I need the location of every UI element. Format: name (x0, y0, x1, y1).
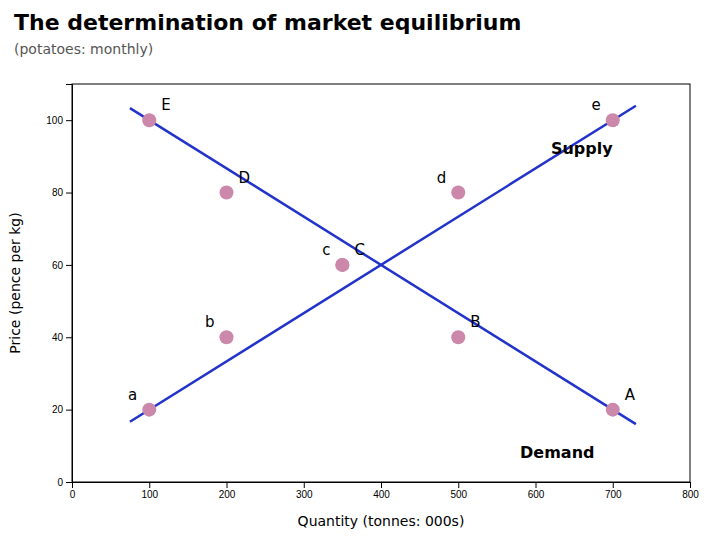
tick-label: 0 (70, 489, 76, 500)
point-label: e (592, 96, 601, 114)
tick: 20 (52, 404, 72, 415)
tick-mark (66, 410, 72, 411)
y-axis-title: Price (pence per kg) (7, 212, 23, 353)
tick-label: 200 (219, 489, 236, 500)
point-label: b (205, 313, 215, 331)
tick: 0 (57, 477, 72, 488)
point (451, 186, 465, 200)
tick: 100 (141, 482, 158, 500)
point-label: c (322, 241, 330, 259)
tick: 80 (52, 187, 72, 198)
tick-label: 400 (373, 489, 390, 500)
tick-mark (381, 482, 382, 488)
tick: 500 (450, 482, 467, 500)
tick-mark (66, 265, 72, 266)
x-axis: 0 100 200 300 400 500 600 700 800 (70, 482, 700, 500)
tick-label: 300 (296, 489, 313, 500)
tick: 40 (52, 332, 72, 343)
x-axis-title: Quantity (tonnes: 000s) (298, 513, 465, 529)
chart: The determination of market equilibrium (… (0, 0, 720, 540)
tick-label: 100 (141, 489, 158, 500)
tick-label: 700 (605, 489, 622, 500)
point (335, 258, 349, 272)
tick-label: 80 (52, 187, 64, 198)
tick-mark (149, 482, 150, 488)
point (220, 330, 234, 344)
point-label: E (161, 96, 170, 114)
tick: 100 (46, 115, 72, 126)
point-label: D (239, 169, 251, 187)
line (130, 106, 636, 422)
point-label: B (470, 313, 480, 331)
plot-frame (72, 84, 690, 482)
title: The determination of market equilibrium (14, 10, 521, 35)
tick-label: 800 (682, 489, 699, 500)
tick-mark (66, 337, 72, 338)
tick-mark (458, 482, 459, 488)
tick-mark (66, 482, 72, 483)
tick-mark (304, 482, 305, 488)
tick-label: 100 (46, 115, 63, 126)
tick: 800 (682, 482, 699, 500)
plot: 0 100 200 300 400 500 600 700 800 0 20 40 60 80 100 a b c… (46, 84, 699, 500)
tick: 0 (70, 482, 76, 500)
tick-mark (66, 193, 72, 194)
point (335, 258, 349, 272)
point (142, 403, 156, 417)
tick: 60 (52, 260, 72, 271)
tick-label: 0 (57, 477, 63, 488)
tick-mark (690, 482, 691, 488)
tick-label: 40 (52, 332, 64, 343)
tick: 600 (528, 482, 545, 500)
line (130, 108, 636, 424)
tick-label: 20 (52, 404, 64, 415)
annotation: Demand (520, 443, 594, 462)
point-label: A (625, 386, 636, 404)
tick-mark (227, 482, 228, 488)
tick: 300 (296, 482, 313, 500)
annotation: Supply (551, 139, 613, 158)
point (220, 186, 234, 200)
tick-mark (613, 482, 614, 488)
tick: 700 (605, 482, 622, 500)
point (606, 403, 620, 417)
tick: 200 (219, 482, 236, 500)
marks (130, 106, 636, 424)
subtitle: (potatoes: monthly) (14, 41, 153, 57)
axis-line (73, 483, 691, 489)
point-label: d (437, 169, 447, 187)
tick-label: 60 (52, 260, 64, 271)
y-axis: 0 20 40 60 80 100 (46, 85, 72, 488)
tick-mark (536, 482, 537, 488)
point-label: a (128, 386, 137, 404)
point-label: C (354, 241, 364, 259)
tick-label: 500 (450, 489, 467, 500)
tick-label: 600 (528, 489, 545, 500)
labels: a b c d e E D C B A Supply Demand (128, 96, 636, 461)
point (451, 330, 465, 344)
tick: 400 (373, 482, 390, 500)
point (606, 113, 620, 127)
point (142, 113, 156, 127)
tick-mark (66, 120, 72, 121)
